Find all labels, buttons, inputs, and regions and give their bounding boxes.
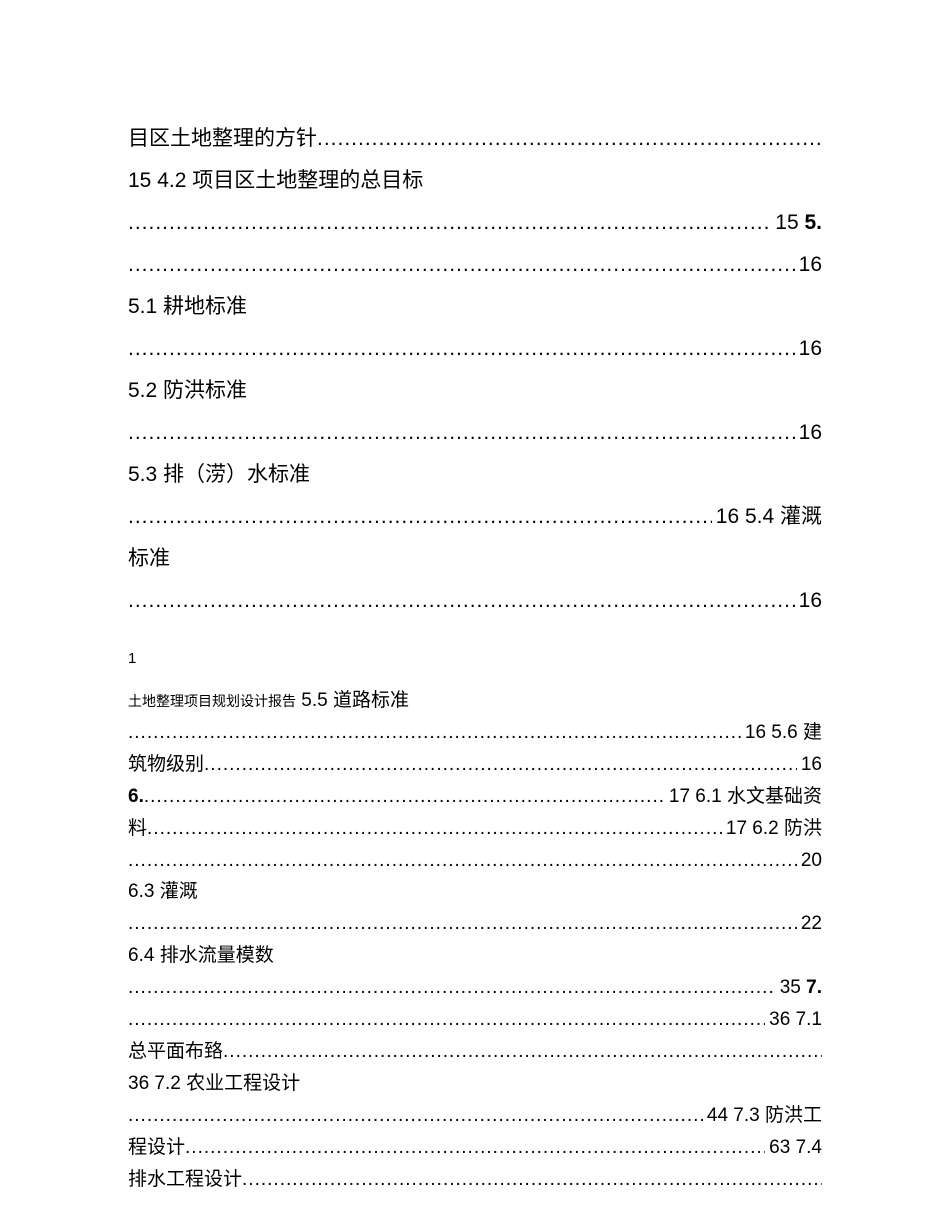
toc-dots	[128, 496, 712, 538]
toc-line: 44 7.3 防洪工	[128, 1100, 822, 1132]
toc-line: 16	[128, 412, 822, 454]
toc-block-lower: 土地整理项目规划设计报告 5.5 道路标准 16 5.6 建 筑物级别 16 6…	[128, 685, 822, 1196]
toc-line: 6.4 排水流量模数	[128, 940, 822, 972]
toc-dots	[317, 118, 822, 160]
toc-block-upper: 目区土地整理的方针 15 4.2 项目区土地整理的总目标 15 5. 16 5.…	[128, 118, 822, 622]
toc-line: 程设计 63 7.4	[128, 1132, 822, 1164]
toc-dots	[185, 1132, 765, 1164]
toc-page: 16 5.4 灌溉	[712, 496, 822, 538]
toc-line: 6.3 灌溉	[128, 876, 822, 908]
toc-dots	[128, 202, 771, 244]
toc-dots	[144, 781, 665, 813]
toc-dots	[128, 1004, 765, 1036]
page-marker: 1	[128, 650, 822, 667]
toc-dots	[128, 580, 795, 622]
toc-line: 6. 17 6.1 水文基础资	[128, 781, 822, 813]
toc-line: 排水工程设计	[128, 1164, 822, 1196]
toc-page: 35 7.	[776, 972, 822, 1004]
toc-line: 20	[128, 845, 822, 877]
toc-dots	[128, 1100, 703, 1132]
report-title-small: 土地整理项目规划设计报告	[128, 693, 296, 709]
toc-page: 44 7.3 防洪工	[703, 1100, 822, 1132]
toc-section-bold: 5.	[804, 211, 822, 234]
toc-line: 36 7.1	[128, 1004, 822, 1036]
toc-page: 17 6.2 防洪	[722, 813, 822, 845]
toc-dots	[242, 1164, 822, 1196]
toc-line: 5.3 排（涝）水标准	[128, 454, 822, 496]
toc-label: 排水工程设计	[128, 1164, 242, 1196]
toc-line: 标准	[128, 538, 822, 580]
toc-page: 16	[795, 328, 822, 370]
toc-page: 63 7.4	[765, 1132, 822, 1164]
toc-label: 总平面布臵	[128, 1036, 223, 1068]
toc-page: 16	[797, 749, 822, 781]
toc-line: 15 4.2 项目区土地整理的总目标	[128, 160, 822, 202]
toc-label: 5.5 道路标准	[301, 690, 409, 711]
toc-line: 16	[128, 328, 822, 370]
toc-line: 目区土地整理的方针	[128, 118, 822, 160]
toc-line: 35 7.	[128, 972, 822, 1004]
toc-page-num: 35	[780, 977, 801, 998]
toc-line: 16	[128, 580, 822, 622]
toc-line: 料 17 6.2 防洪	[128, 813, 822, 845]
toc-label: 目区土地整理的方针	[128, 118, 317, 160]
toc-page: 16	[795, 580, 822, 622]
toc-dots	[204, 749, 797, 781]
toc-page: 17 6.1 水文基础资	[665, 781, 822, 813]
toc-dots	[128, 717, 741, 749]
toc-line: 16 5.6 建	[128, 717, 822, 749]
toc-page: 16	[795, 244, 822, 286]
toc-dots	[128, 908, 797, 940]
toc-line: 土地整理项目规划设计报告 5.5 道路标准	[128, 685, 822, 717]
toc-page: 16	[795, 412, 822, 454]
toc-dots	[128, 244, 795, 286]
toc-line: 36 7.2 农业工程设计	[128, 1068, 822, 1100]
toc-page: 16 5.6 建	[741, 717, 822, 749]
toc-dots	[128, 972, 776, 1004]
toc-page: 15 5.	[771, 202, 822, 244]
toc-dots	[128, 412, 795, 454]
toc-dots	[128, 845, 797, 877]
toc-page: 22	[797, 908, 822, 940]
toc-line: 16	[128, 244, 822, 286]
toc-label: 程设计	[128, 1132, 185, 1164]
toc-page-num: 15	[775, 211, 798, 234]
toc-line: 5.1 耕地标准	[128, 286, 822, 328]
toc-dots	[128, 328, 795, 370]
toc-dots	[223, 1036, 822, 1068]
toc-line: 5.2 防洪标准	[128, 370, 822, 412]
toc-line: 22	[128, 908, 822, 940]
toc-label: 料	[128, 813, 147, 845]
toc-dots	[147, 813, 722, 845]
toc-page: 36 7.1	[765, 1004, 822, 1036]
toc-label: 筑物级别	[128, 749, 204, 781]
toc-line: 筑物级别 16	[128, 749, 822, 781]
toc-line: 15 5.	[128, 202, 822, 244]
toc-page: 20	[797, 845, 822, 877]
toc-line: 16 5.4 灌溉	[128, 496, 822, 538]
toc-section-bold: 6.	[128, 781, 144, 813]
toc-line: 总平面布臵	[128, 1036, 822, 1068]
toc-section-bold: 7.	[806, 977, 822, 998]
